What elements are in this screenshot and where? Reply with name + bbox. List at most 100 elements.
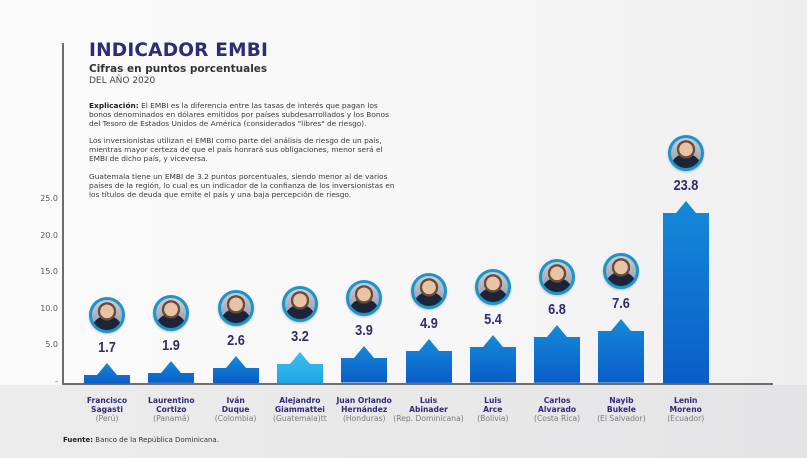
president-last-name: Giammattei bbox=[274, 405, 325, 414]
bar-shape bbox=[469, 335, 516, 383]
explanation-block: Explicación: El EMBI es la diferencia en… bbox=[89, 101, 399, 207]
bar bbox=[662, 200, 709, 383]
president-avatar bbox=[217, 289, 254, 326]
president-first-name: Lenin bbox=[673, 396, 698, 405]
president-first-name: Francisco bbox=[86, 396, 128, 405]
president-first-name: Iván bbox=[226, 396, 245, 405]
bar bbox=[598, 319, 645, 383]
president-last-name: Sagasti bbox=[91, 405, 123, 414]
bar-shape bbox=[212, 355, 259, 383]
data-label: 7.6 bbox=[612, 295, 631, 313]
explanation-text-1: El EMBI es la diferencia entre las tasas… bbox=[89, 101, 389, 129]
bar bbox=[534, 325, 581, 383]
president-avatar bbox=[667, 134, 704, 171]
explanation-paragraph-1: Explicación: El EMBI es la diferencia en… bbox=[89, 101, 399, 128]
explanation-paragraph-3: Guatemala tiene un EMBI de 3.2 puntos po… bbox=[89, 171, 395, 199]
president-last-name: Moreno bbox=[669, 405, 702, 414]
x-axis-line bbox=[62, 383, 773, 385]
president-first-name: Luis bbox=[419, 396, 438, 405]
source-text: Banco de la República Dominicana. bbox=[93, 436, 219, 444]
president-last-name: Alvarado bbox=[538, 405, 577, 414]
bar-shape bbox=[84, 362, 130, 383]
data-label: 3.2 bbox=[291, 327, 309, 345]
data-label: 1.7 bbox=[98, 338, 116, 356]
bar-shape bbox=[276, 351, 323, 383]
y-tick-label: 20.0 bbox=[40, 230, 58, 240]
y-tick-label: - bbox=[55, 377, 58, 386]
country-label: (Costa Rica) bbox=[534, 414, 581, 423]
country-label: (El Salvador) bbox=[597, 414, 646, 423]
president-first-name: Carlos bbox=[543, 396, 571, 405]
president-first-name: Juan Orlando bbox=[336, 396, 392, 405]
president-first-name: Luis bbox=[484, 396, 502, 405]
president-avatar bbox=[603, 253, 640, 290]
bar-shape bbox=[405, 339, 452, 383]
x-tick-label: Lenin Moreno (Ecuador) bbox=[641, 396, 731, 423]
president-first-name: Alejandro bbox=[279, 396, 321, 405]
y-tick-label: 5.0 bbox=[45, 340, 58, 350]
bar-shape bbox=[341, 346, 388, 383]
president-avatar bbox=[153, 295, 190, 332]
country-label: (Honduras) bbox=[342, 414, 386, 423]
bar bbox=[84, 362, 130, 383]
country-label: (Colombia) bbox=[214, 414, 257, 423]
y-axis-line bbox=[62, 43, 64, 385]
data-label: 4.9 bbox=[419, 315, 438, 333]
y-tick-label: 15.0 bbox=[40, 267, 58, 277]
source-label: Fuente: bbox=[63, 436, 94, 444]
bar-shape bbox=[598, 319, 645, 383]
x-tick-label: Carlos Alvarado (Costa Rica) bbox=[512, 396, 602, 423]
data-label: 1.9 bbox=[162, 337, 181, 355]
president-avatar bbox=[346, 280, 383, 317]
president-avatar bbox=[539, 259, 576, 296]
x-tick-label: Nayib Bukele (El Salvador) bbox=[576, 396, 666, 423]
president-last-name: Bukele bbox=[606, 405, 636, 414]
country-label: (Perú) bbox=[95, 414, 119, 423]
president-avatar bbox=[410, 273, 447, 310]
bar-shape bbox=[534, 325, 581, 383]
bar bbox=[405, 339, 452, 383]
country-label: (Guatemala)tt bbox=[273, 414, 327, 423]
president-last-name: Abinader bbox=[409, 405, 448, 414]
president-avatar bbox=[89, 296, 125, 333]
president-last-name: Hernández bbox=[341, 405, 388, 414]
data-label: 6.8 bbox=[548, 301, 566, 319]
bar-shape bbox=[148, 361, 195, 383]
source-note: Fuente: Banco de la República Dominicana… bbox=[63, 436, 219, 444]
bar-shape bbox=[662, 200, 709, 383]
x-tick-label: Iván Duque (Colombia) bbox=[191, 396, 281, 423]
bar bbox=[469, 335, 516, 383]
chart-title: INDICADOR EMBI bbox=[89, 40, 269, 61]
x-tick-label: Luis Abinader (Rep. Dominicana) bbox=[384, 396, 474, 423]
chart-period: DEL AÑO 2020 bbox=[89, 76, 156, 86]
x-tick-label: Juan Orlando Hernández (Honduras) bbox=[319, 396, 409, 423]
bar bbox=[276, 351, 323, 383]
president-first-name: Laurentino bbox=[148, 396, 195, 405]
data-label: 5.4 bbox=[483, 311, 502, 329]
president-last-name: Arce bbox=[483, 405, 503, 414]
president-avatar bbox=[281, 285, 318, 322]
president-avatar bbox=[474, 269, 511, 306]
data-label: 2.6 bbox=[226, 331, 245, 349]
data-label: 23.8 bbox=[673, 176, 699, 194]
y-tick-label: 10.0 bbox=[40, 303, 58, 313]
bar bbox=[341, 346, 388, 383]
country-label: (Rep. Dominicana) bbox=[393, 414, 464, 423]
x-tick-label: Luis Arce (Bolivia) bbox=[448, 396, 538, 423]
country-label: (Ecuador) bbox=[667, 414, 705, 423]
y-tick-label: 25.0 bbox=[40, 194, 58, 203]
president-last-name: Cortizo bbox=[156, 405, 187, 414]
x-tick-label: Francisco Sagasti (Perú) bbox=[62, 396, 152, 423]
x-tick-label: Laurentino Cortizo (Panamá) bbox=[126, 396, 216, 423]
president-last-name: Duque bbox=[221, 405, 250, 414]
bar bbox=[212, 355, 259, 383]
explanation-label: Explicación: bbox=[89, 101, 139, 110]
x-tick-label: Alejandro Giammattei (Guatemala)tt bbox=[255, 396, 345, 423]
explanation-paragraph-2: Los inversionistas utilizan el EMBI como… bbox=[89, 136, 383, 164]
footer-band bbox=[0, 385, 807, 458]
president-first-name: Nayib bbox=[609, 396, 634, 405]
country-label: (Panamá) bbox=[153, 414, 190, 423]
chart-subtitle: Cifras en puntos porcentuales bbox=[89, 63, 268, 75]
bar bbox=[148, 361, 195, 383]
data-label: 3.9 bbox=[355, 322, 374, 340]
